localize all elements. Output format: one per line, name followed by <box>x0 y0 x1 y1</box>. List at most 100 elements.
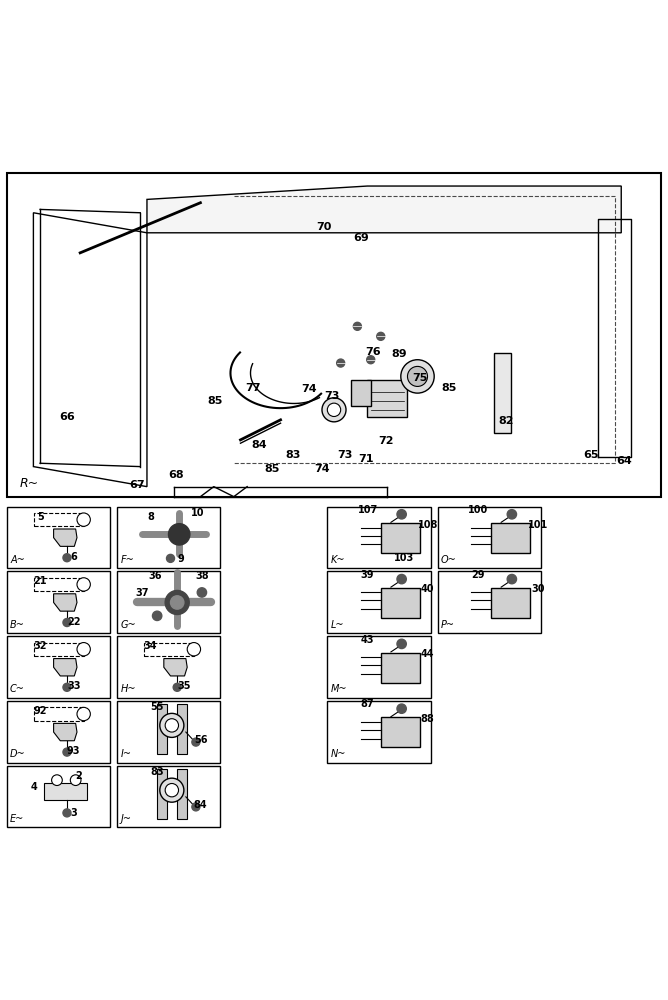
Bar <box>327 701 431 763</box>
Text: 43: 43 <box>361 635 374 645</box>
Bar <box>177 769 187 819</box>
Circle shape <box>327 403 341 416</box>
Text: 2: 2 <box>75 771 81 781</box>
Text: 36: 36 <box>148 571 162 581</box>
Text: I~: I~ <box>120 749 131 759</box>
Text: M~: M~ <box>331 684 347 694</box>
Circle shape <box>63 619 71 627</box>
Text: 33: 33 <box>67 681 80 691</box>
Bar <box>117 571 220 633</box>
Bar <box>7 636 110 698</box>
Circle shape <box>337 359 345 367</box>
Circle shape <box>165 719 178 732</box>
Text: 83: 83 <box>150 767 164 777</box>
Text: 44: 44 <box>421 649 434 659</box>
Bar <box>33 513 84 526</box>
Circle shape <box>397 510 406 519</box>
Text: 83: 83 <box>285 450 301 460</box>
Text: 32: 32 <box>33 641 47 651</box>
Circle shape <box>51 775 62 786</box>
Text: 108: 108 <box>418 520 438 530</box>
Text: 68: 68 <box>168 470 184 480</box>
Circle shape <box>77 707 90 721</box>
Circle shape <box>165 783 178 797</box>
Circle shape <box>401 360 434 393</box>
Bar <box>438 571 541 633</box>
Text: F~: F~ <box>120 555 134 565</box>
Text: 38: 38 <box>195 571 208 581</box>
Bar <box>351 380 371 406</box>
Text: 89: 89 <box>391 349 407 359</box>
Bar <box>327 636 431 698</box>
Circle shape <box>197 588 206 597</box>
Bar <box>33 707 84 721</box>
Circle shape <box>63 554 71 562</box>
Bar <box>177 704 187 754</box>
Circle shape <box>367 356 375 364</box>
Bar <box>33 578 84 591</box>
Circle shape <box>168 524 190 545</box>
Text: 34: 34 <box>144 641 157 651</box>
Polygon shape <box>147 186 621 233</box>
Circle shape <box>187 643 200 656</box>
Text: 39: 39 <box>361 570 374 580</box>
Text: 69: 69 <box>353 233 369 243</box>
Circle shape <box>397 704 406 713</box>
Text: 64: 64 <box>617 456 633 466</box>
Text: E~: E~ <box>10 814 24 824</box>
Circle shape <box>192 738 200 746</box>
Text: 70: 70 <box>316 222 332 232</box>
Circle shape <box>152 611 162 621</box>
Circle shape <box>63 683 71 691</box>
Text: 73: 73 <box>337 450 353 460</box>
Text: 37: 37 <box>135 588 148 598</box>
Bar <box>381 717 420 747</box>
Text: 35: 35 <box>177 681 190 691</box>
Text: 73: 73 <box>324 391 340 401</box>
Text: 72: 72 <box>378 436 394 446</box>
Text: 40: 40 <box>421 584 434 594</box>
Polygon shape <box>164 659 187 676</box>
Bar <box>157 769 167 819</box>
Text: K~: K~ <box>331 555 345 565</box>
Text: 92: 92 <box>33 706 47 716</box>
Bar <box>327 571 431 633</box>
Text: J~: J~ <box>120 814 131 824</box>
Text: 67: 67 <box>129 480 145 490</box>
Circle shape <box>77 513 90 526</box>
Polygon shape <box>53 529 77 546</box>
Text: O~: O~ <box>441 555 457 565</box>
Text: 88: 88 <box>421 714 435 724</box>
Text: 82: 82 <box>498 416 514 426</box>
Text: L~: L~ <box>331 620 344 630</box>
Text: 85: 85 <box>265 464 281 474</box>
Text: 76: 76 <box>365 347 381 357</box>
Circle shape <box>322 398 346 422</box>
Text: B~: B~ <box>10 620 25 630</box>
Bar <box>7 173 661 497</box>
Bar <box>117 636 220 698</box>
Circle shape <box>160 713 184 737</box>
Circle shape <box>77 578 90 591</box>
Circle shape <box>63 809 71 817</box>
Circle shape <box>377 332 385 340</box>
Text: 74: 74 <box>301 384 317 394</box>
Circle shape <box>173 683 181 691</box>
Text: 103: 103 <box>394 553 414 563</box>
Bar <box>33 643 84 656</box>
Text: 85: 85 <box>207 396 223 406</box>
Text: H~: H~ <box>120 684 136 694</box>
Circle shape <box>507 574 516 584</box>
Text: 55: 55 <box>150 702 164 712</box>
Bar <box>438 507 541 568</box>
Text: 10: 10 <box>190 508 204 518</box>
Circle shape <box>166 554 174 562</box>
Circle shape <box>165 590 189 614</box>
Text: 75: 75 <box>411 373 428 383</box>
Bar <box>7 571 110 633</box>
Polygon shape <box>33 213 147 487</box>
Text: N~: N~ <box>331 749 346 759</box>
Text: 29: 29 <box>471 570 484 580</box>
Text: 93: 93 <box>67 746 80 756</box>
Circle shape <box>397 574 406 584</box>
